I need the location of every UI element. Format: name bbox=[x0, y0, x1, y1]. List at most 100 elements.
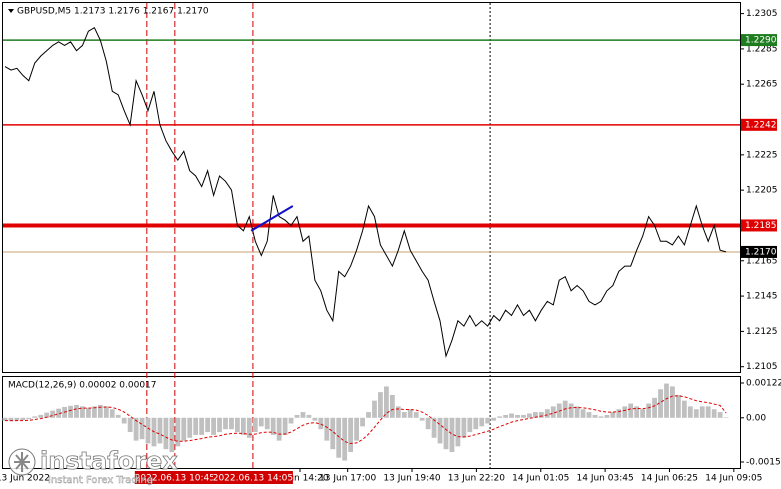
macd-bar bbox=[413, 412, 419, 418]
x-tick-label: 14 Jun 06:25 bbox=[641, 474, 698, 484]
macd-bar bbox=[628, 403, 634, 418]
y-tick-label: -0.00155 bbox=[746, 458, 781, 468]
macd-bar bbox=[2, 417, 8, 421]
macd-bar bbox=[68, 405, 73, 418]
y-tick-label: 1.2145 bbox=[746, 292, 778, 302]
macd-bar bbox=[610, 412, 616, 418]
macd-bar bbox=[634, 406, 640, 418]
macd-bar bbox=[103, 406, 109, 418]
logo-tagline: Instant Forex Trading bbox=[48, 475, 153, 486]
macd-bar bbox=[288, 417, 294, 424]
macd-bar bbox=[181, 417, 187, 441]
macd-bar bbox=[467, 417, 473, 433]
macd-bar bbox=[139, 417, 145, 440]
main-frame bbox=[2, 2, 741, 373]
x-tick-label: 14 Jun 03:45 bbox=[577, 474, 634, 484]
macd-bar bbox=[544, 409, 550, 418]
macd-bar bbox=[419, 417, 425, 421]
macd-bar bbox=[389, 394, 395, 418]
macd-bar bbox=[479, 417, 485, 427]
macd-bar bbox=[235, 417, 240, 433]
macd-bar bbox=[252, 417, 258, 433]
x-tick-label: 13 Jun 19:40 bbox=[383, 474, 440, 484]
macd-frame bbox=[2, 376, 741, 469]
macd-bar bbox=[145, 417, 151, 444]
macd-bar bbox=[640, 409, 646, 418]
level-label-box bbox=[741, 219, 777, 232]
macd-bar bbox=[538, 412, 544, 418]
macd-bar bbox=[515, 414, 520, 418]
macd-bar bbox=[658, 389, 663, 418]
level-label-box bbox=[741, 34, 777, 47]
y-tick-label: 0.00 bbox=[746, 413, 766, 423]
vline-label-box bbox=[212, 471, 293, 484]
macd-bar bbox=[157, 417, 163, 444]
price-line bbox=[4, 26, 727, 359]
macd-bar bbox=[503, 414, 508, 418]
macd-bar bbox=[676, 394, 681, 418]
macd-bar bbox=[175, 417, 181, 447]
macd-bar bbox=[109, 409, 115, 418]
macd-bar bbox=[211, 417, 216, 435]
x-tick-label: 14 Jun 09:05 bbox=[705, 474, 762, 484]
macd-bar bbox=[127, 417, 133, 433]
macd-bar bbox=[133, 417, 139, 441]
macd-bar bbox=[491, 417, 497, 421]
level-label: 1.2185 bbox=[745, 221, 777, 231]
macd-bar bbox=[705, 406, 711, 418]
y-tick-label: 1.2305 bbox=[746, 9, 778, 19]
macd-bar bbox=[246, 417, 252, 438]
macd-bar bbox=[26, 417, 32, 420]
macd-bar bbox=[485, 417, 491, 424]
macd-bar bbox=[699, 406, 705, 418]
level-label: 1.2290 bbox=[745, 36, 777, 46]
macd-bar bbox=[681, 400, 687, 418]
level-label-box bbox=[741, 245, 777, 258]
y-tick-label: 1.2165 bbox=[746, 256, 778, 266]
macd-bar bbox=[97, 404, 103, 418]
macd-bar bbox=[86, 407, 91, 418]
macd-bar bbox=[693, 409, 699, 418]
macd-bar bbox=[169, 417, 175, 453]
macd-bar bbox=[372, 400, 377, 418]
macd-bar bbox=[354, 417, 360, 441]
logo: instaforex Instant Forex Trading bbox=[8, 447, 179, 486]
macd-bar bbox=[616, 409, 622, 418]
macd-bar bbox=[56, 408, 62, 418]
macd-bar bbox=[586, 412, 592, 418]
y-tick-label: 1.2285 bbox=[746, 44, 778, 54]
logo-name: instaforex bbox=[40, 447, 178, 475]
y-tick-label: 1.2105 bbox=[746, 362, 778, 372]
macd-bar bbox=[443, 417, 449, 450]
macd-bar bbox=[568, 403, 574, 418]
level-label: 1.2170 bbox=[745, 247, 777, 257]
macd-bar bbox=[461, 417, 467, 438]
level-label: 1.2242 bbox=[745, 120, 777, 130]
macd-bar bbox=[449, 417, 455, 453]
macd-bar bbox=[205, 417, 211, 433]
y-tick-label: 1.2125 bbox=[746, 327, 778, 337]
macd-bar bbox=[550, 406, 556, 418]
macd-bar bbox=[300, 412, 306, 418]
macd-bar bbox=[282, 417, 288, 435]
y-tick-label: 0.00122 bbox=[746, 378, 781, 388]
vline-label: 2022.06.13 14:05 bbox=[213, 474, 293, 484]
macd-bar bbox=[509, 413, 514, 418]
macd-bar bbox=[664, 383, 669, 418]
macd-bar bbox=[240, 417, 246, 435]
macd-bar bbox=[229, 417, 234, 430]
macd-bar bbox=[497, 416, 503, 418]
macd-bar bbox=[455, 417, 461, 447]
macd-bar bbox=[592, 414, 598, 418]
macd-bar bbox=[574, 406, 580, 418]
macd-bar bbox=[687, 406, 693, 418]
macd-bar bbox=[360, 417, 365, 427]
macd-bar bbox=[121, 417, 127, 424]
macd-bar bbox=[598, 416, 604, 418]
macd-bar bbox=[223, 417, 228, 430]
macd-bar bbox=[217, 417, 222, 433]
macd-bar bbox=[74, 404, 79, 418]
macd-bar bbox=[270, 417, 276, 435]
macd-bar bbox=[723, 417, 729, 418]
